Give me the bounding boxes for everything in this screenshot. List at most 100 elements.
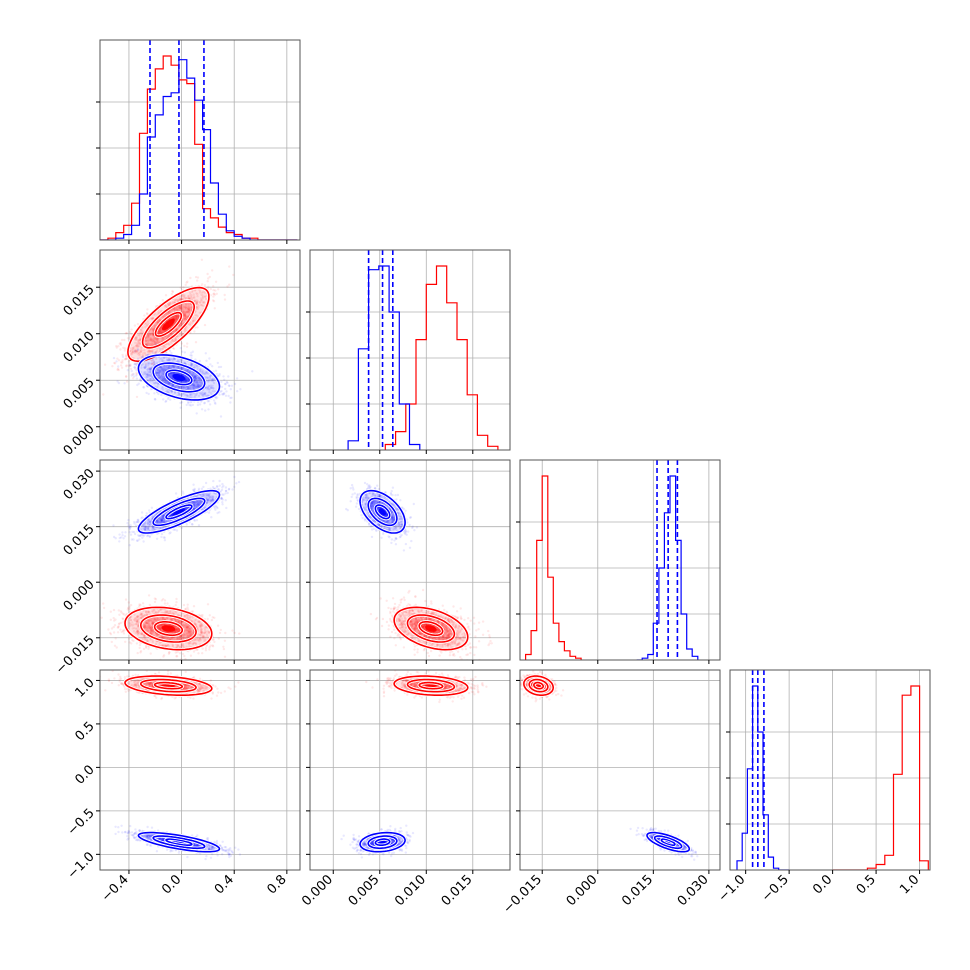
- sample-point: [197, 639, 200, 642]
- sample-point: [194, 503, 197, 507]
- sample-point: [208, 614, 211, 617]
- sample-point: [113, 362, 117, 365]
- sample-point: [201, 392, 204, 395]
- sample-point: [162, 654, 166, 657]
- sample-point: [174, 320, 177, 324]
- sample-point: [148, 337, 152, 340]
- sample-point: [162, 516, 165, 520]
- sample-point: [202, 301, 206, 304]
- sample-point: [139, 651, 142, 654]
- sample-point: [216, 511, 219, 515]
- sample-point: [186, 614, 189, 618]
- sample-point: [187, 379, 190, 382]
- sample-point: [213, 307, 216, 310]
- sample-point: [212, 295, 215, 298]
- sample-point: [152, 338, 156, 342]
- contour-line: [127, 286, 210, 362]
- sample-point: [163, 368, 167, 371]
- sample-point: [138, 605, 141, 608]
- sample-point: [137, 345, 141, 348]
- sample-point: [117, 345, 120, 348]
- sample-point: [153, 313, 156, 317]
- sample-point: [157, 375, 161, 378]
- sample-point: [214, 492, 217, 495]
- sample-point: [194, 314, 197, 317]
- sample-point: [200, 297, 203, 300]
- sample-point: [175, 299, 178, 302]
- sample-point: [192, 384, 196, 387]
- sample-point: [144, 646, 148, 649]
- sample-point: [187, 642, 191, 646]
- sample-point: [149, 337, 153, 340]
- sample-point: [186, 368, 189, 371]
- sample-point: [171, 636, 174, 639]
- sample-point: [133, 363, 136, 366]
- sample-point: [147, 528, 151, 532]
- sample-point: [197, 487, 201, 490]
- sample-point: [193, 376, 197, 379]
- sample-point: [121, 617, 125, 621]
- sample-point: [166, 644, 170, 647]
- sample-point: [219, 415, 223, 418]
- sample-point: [211, 379, 214, 383]
- sample-point: [204, 626, 207, 629]
- sample-point: [189, 401, 192, 404]
- sample-point: [119, 364, 123, 367]
- sample-point: [192, 507, 196, 511]
- sample-point: [178, 652, 182, 655]
- sample-point: [182, 633, 185, 636]
- sample-point: [158, 319, 161, 322]
- sample-point: [149, 388, 153, 391]
- sample-point: [152, 629, 155, 632]
- sample-point: [134, 627, 137, 630]
- sample-point: [175, 529, 179, 532]
- sample-point: [185, 380, 188, 384]
- sample-point: [226, 285, 229, 288]
- sample-point: [186, 628, 189, 632]
- sample-point: [146, 527, 150, 530]
- sample-point: [148, 603, 151, 607]
- sample-point: [156, 313, 159, 316]
- sample-point: [176, 637, 179, 641]
- sample-point: [138, 334, 141, 337]
- sample-point: [186, 280, 189, 283]
- sample-point: [179, 306, 182, 309]
- sample-point: [199, 500, 202, 503]
- sample-point: [156, 371, 159, 374]
- sample-point: [131, 349, 134, 352]
- sample-point: [178, 298, 181, 301]
- sample-point: [145, 312, 149, 315]
- sample-point: [141, 355, 144, 359]
- sample-point: [163, 368, 166, 371]
- sample-point: [161, 517, 164, 520]
- sample-point: [132, 538, 135, 541]
- sample-point: [207, 380, 210, 383]
- sample-point: [147, 334, 150, 338]
- sample-point: [130, 538, 134, 541]
- sample-point: [175, 365, 178, 369]
- sample-point: [143, 625, 146, 629]
- sample-point: [157, 626, 161, 630]
- sample-point: [185, 370, 189, 373]
- sample-point: [139, 616, 142, 619]
- sample-point: [129, 363, 132, 366]
- sample-point: [146, 341, 150, 345]
- sample-point: [200, 614, 203, 617]
- sample-point: [157, 626, 160, 630]
- sample-point: [200, 623, 203, 626]
- sample-point: [180, 298, 183, 301]
- sample-point: [126, 608, 130, 611]
- sample-point: [176, 637, 179, 641]
- sample-point: [125, 331, 129, 335]
- sample-point: [145, 645, 148, 648]
- sample-point: [158, 627, 162, 630]
- sample-point: [210, 516, 213, 519]
- sample-point: [144, 614, 147, 617]
- sample-point: [127, 360, 131, 363]
- sample-point: [156, 373, 159, 377]
- sample-point: [143, 527, 147, 530]
- sample-point: [136, 620, 140, 623]
- sample-point: [153, 597, 157, 600]
- sample-point: [160, 393, 163, 397]
- sample-point: [168, 645, 171, 648]
